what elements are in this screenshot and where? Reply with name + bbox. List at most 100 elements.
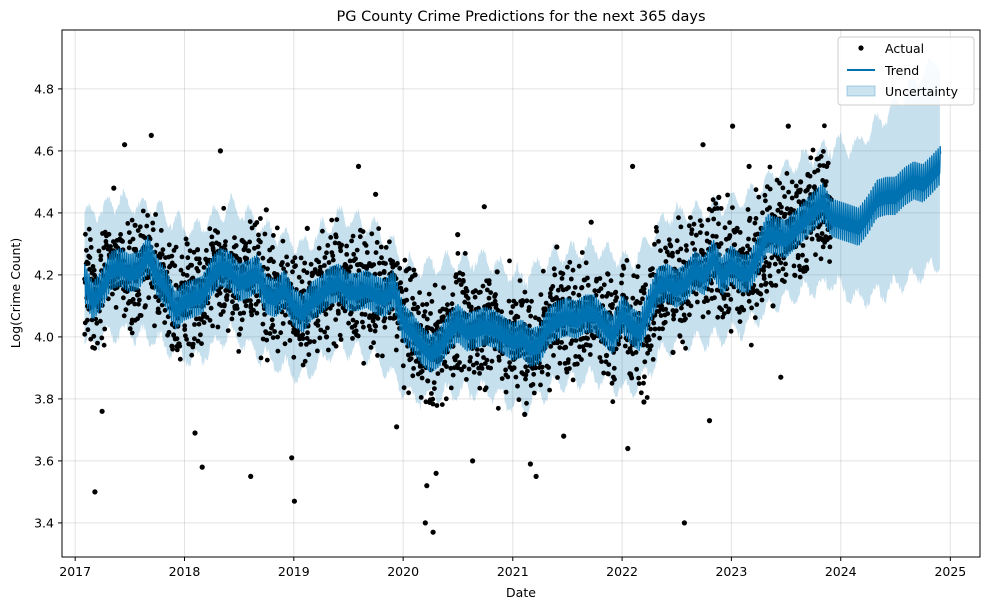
actual-point	[350, 336, 355, 341]
actual-point	[706, 310, 711, 315]
actual-point	[271, 259, 276, 265]
actual-point	[171, 333, 177, 338]
actual-point	[357, 234, 363, 240]
actual-point	[825, 160, 831, 166]
actual-point	[304, 225, 310, 231]
actual-point	[258, 355, 264, 361]
actual-point	[217, 290, 223, 296]
actual-point	[684, 247, 689, 253]
actual-point	[568, 276, 574, 282]
actual-point	[127, 326, 133, 332]
actual-point	[529, 298, 534, 304]
actual-point	[398, 280, 403, 286]
x-tick-label: 2025	[934, 564, 966, 579]
actual-point	[420, 302, 425, 308]
actual-point	[550, 284, 556, 289]
actual-point	[809, 236, 815, 242]
actual-point	[136, 291, 142, 297]
actual-point	[533, 365, 538, 371]
actual-point	[657, 335, 662, 341]
actual-point	[760, 210, 765, 216]
actual-point	[641, 290, 647, 296]
actual-point	[756, 194, 762, 200]
actual-point	[611, 365, 617, 371]
actual-point	[156, 310, 162, 315]
actual-point	[709, 288, 714, 293]
actual-point	[225, 328, 231, 333]
actual-point	[654, 228, 659, 234]
actual-point	[267, 331, 273, 336]
actual-point	[650, 266, 655, 271]
actual-point	[439, 402, 445, 407]
actual-point	[711, 216, 717, 222]
actual-point	[706, 418, 713, 424]
actual-point	[150, 227, 156, 233]
actual-point	[554, 244, 560, 250]
actual-point	[371, 262, 377, 267]
actual-point	[560, 271, 566, 277]
actual-point	[700, 314, 706, 320]
actual-point	[296, 274, 302, 280]
actual-point	[827, 244, 833, 250]
actual-point	[263, 207, 269, 213]
actual-point	[782, 279, 787, 284]
actual-point	[207, 226, 213, 232]
actual-point	[316, 245, 322, 251]
actual-point	[730, 123, 736, 129]
actual-point	[695, 299, 700, 305]
actual-point	[429, 391, 434, 396]
actual-point	[160, 247, 166, 253]
actual-point	[255, 244, 261, 250]
actual-point	[813, 252, 818, 258]
actual-point	[393, 347, 399, 353]
actual-point	[486, 295, 492, 301]
actual-point	[315, 318, 321, 324]
actual-point	[472, 294, 478, 300]
legend: Actual Trend Uncertainty	[837, 36, 975, 106]
actual-point	[337, 332, 343, 338]
actual-point	[741, 307, 747, 313]
actual-point	[355, 163, 362, 169]
actual-point	[135, 228, 141, 233]
actual-point	[256, 251, 262, 256]
actual-point	[252, 245, 257, 251]
actual-point	[489, 358, 495, 364]
actual-point	[111, 185, 117, 191]
actual-point	[247, 219, 253, 225]
actual-point	[538, 292, 544, 297]
actual-point	[772, 261, 778, 267]
actual-point	[299, 279, 305, 285]
actual-point	[362, 312, 368, 317]
actual-point	[520, 300, 525, 305]
actual-point	[722, 225, 728, 231]
y-axis-label: Log(Crime Count)	[8, 238, 23, 348]
actual-point	[494, 269, 500, 275]
x-tick-label: 2018	[169, 564, 201, 579]
actual-point	[822, 123, 827, 129]
actual-point	[260, 321, 266, 327]
actual-point	[230, 310, 236, 316]
actual-point	[421, 313, 427, 319]
actual-point	[289, 455, 295, 461]
actual-point	[135, 288, 141, 293]
legend-actual-label: Actual	[885, 41, 924, 56]
actual-point	[269, 317, 275, 323]
actual-point	[158, 228, 164, 233]
actual-point	[747, 215, 753, 221]
actual-point	[432, 282, 438, 288]
actual-point	[762, 192, 768, 198]
y-tick-label: 3.8	[34, 391, 54, 406]
actual-point	[561, 433, 567, 439]
actual-point	[767, 205, 772, 211]
actual-point	[373, 191, 379, 197]
actual-point	[221, 205, 227, 211]
actual-point	[508, 310, 514, 315]
actual-point	[690, 240, 695, 246]
legend-uncertainty-label: Uncertainty	[885, 84, 959, 99]
actual-point	[330, 253, 336, 259]
actual-point	[761, 276, 767, 281]
actual-point	[567, 366, 572, 371]
actual-point	[254, 310, 260, 316]
actual-point	[258, 216, 263, 221]
actual-point	[523, 364, 529, 370]
